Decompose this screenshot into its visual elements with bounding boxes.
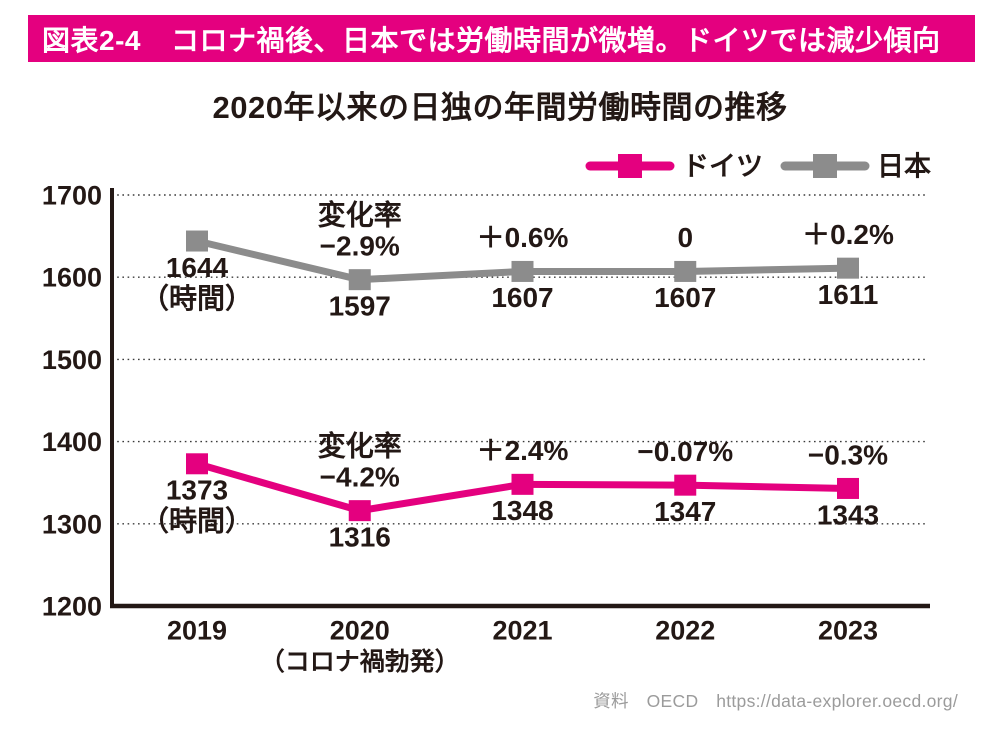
data-point-label: 1373 <box>166 475 228 506</box>
change-rate-label: −4.2% <box>320 461 400 492</box>
data-point-marker <box>348 269 371 291</box>
y-tick-label-1600: 1600 <box>42 263 102 293</box>
change-rate-label: ＋2.4% <box>477 435 569 466</box>
y-tick-label-1200: 1200 <box>42 591 102 621</box>
x-tick-label-2023: 2023 <box>818 615 878 645</box>
change-rate-label: 変化率 <box>318 429 402 461</box>
x-sub-label: （コロナ禍勃発） <box>260 647 460 676</box>
x-tick-label-2019: 2019 <box>167 615 227 645</box>
x-tick-label-2022: 2022 <box>655 615 715 645</box>
data-point-label: 1597 <box>329 290 391 321</box>
data-point-marker <box>511 473 534 495</box>
data-point-marker <box>186 453 208 475</box>
change-rate-label: ＋0.2% <box>802 219 894 250</box>
data-point-label: 1348 <box>491 495 553 526</box>
data-point-marker <box>511 260 534 282</box>
data-point-label: 1343 <box>817 499 879 530</box>
data-point-label: 1316 <box>329 521 391 552</box>
figure-banner: 図表2-4 コロナ禍後、日本では労働時間が微増。ドイツでは減少傾向 <box>28 15 975 62</box>
change-rate-label: −0.07% <box>637 436 733 467</box>
figure-number: 図表2-4 <box>42 24 141 56</box>
series-日本: 1644（時間） 1597 変化率−2.9% 1607 ＋0.6% 1607 0 1611 ＋0… <box>141 198 894 321</box>
data-point-marker <box>674 474 697 496</box>
line-chart: 1200 1300 1400 1500 1600 1700 2019 2020 2021 2022… <box>42 151 931 676</box>
y-tick-label-1400: 1400 <box>42 427 102 457</box>
x-tick-label-2020: 2020 <box>330 615 390 645</box>
data-point-marker <box>837 257 859 279</box>
data-point-label: 1644 <box>166 252 229 283</box>
legend-marker-日本 <box>813 154 837 178</box>
legend-label-ドイツ: ドイツ <box>682 151 763 181</box>
x-tick-label-2021: 2021 <box>492 615 552 645</box>
change-rate-label: 変化率 <box>318 198 402 230</box>
data-point-label: 1607 <box>654 282 716 313</box>
figure-headline: コロナ禍後、日本では労働時間が微増。ドイツでは減少傾向 <box>170 24 941 56</box>
change-rate-label: ＋0.6% <box>477 222 569 253</box>
source-note: 資料 OECD https://data-explorer.oecd.org/ <box>593 691 958 711</box>
change-rate-label: −0.3% <box>808 439 888 470</box>
data-point-label: 1607 <box>491 282 553 313</box>
legend-marker-ドイツ <box>618 154 642 178</box>
legend: ドイツ 日本 <box>585 151 931 181</box>
data-point-marker <box>674 260 697 282</box>
change-rate-label: −2.9% <box>320 230 400 261</box>
data-point-marker <box>186 230 208 252</box>
y-tick-label-1300: 1300 <box>42 509 102 539</box>
data-point-label: （時間） <box>141 282 253 314</box>
data-point-label: 1347 <box>654 496 716 527</box>
chart-title: 2020年以来の日独の年間労働時間の推移 <box>212 90 788 125</box>
y-tick-label-1500: 1500 <box>42 345 102 375</box>
data-point-label: （時間） <box>141 505 253 537</box>
data-point-marker <box>837 477 859 499</box>
series-ドイツ: 1373（時間） 1316 変化率−4.2% 1348 ＋2.4% 1347 −0.07% 1… <box>141 429 888 552</box>
data-point-marker <box>348 500 371 522</box>
change-rate-label: 0 <box>677 222 693 253</box>
data-point-label: 1611 <box>818 279 879 310</box>
legend-label-日本: 日本 <box>877 151 931 181</box>
y-tick-label-1700: 1700 <box>42 180 102 210</box>
